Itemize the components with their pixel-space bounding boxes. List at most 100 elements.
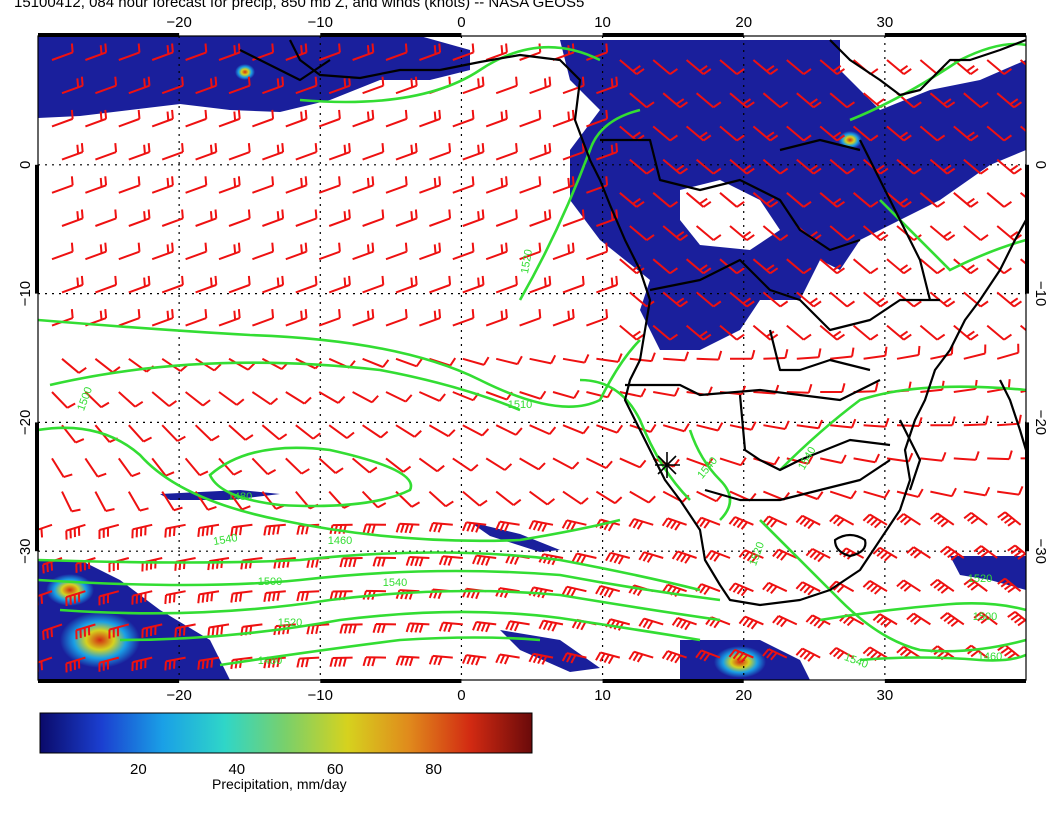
wind-barb	[529, 209, 552, 227]
wind-barb	[519, 109, 542, 128]
wind-barb	[285, 309, 308, 327]
wind-barb	[65, 523, 86, 540]
wind-barb	[685, 258, 712, 275]
frame-axis-bars	[35, 33, 1029, 683]
wind-barb	[619, 324, 645, 341]
wind-barb	[852, 192, 879, 208]
wind-barb	[1020, 389, 1026, 393]
wind-barb	[973, 545, 998, 559]
wind-barb	[485, 176, 508, 194]
wind-barb	[671, 550, 697, 564]
wind-barb	[919, 125, 946, 142]
wind-barb	[629, 352, 656, 363]
wind-barb	[763, 420, 790, 431]
wind-barb	[95, 209, 118, 227]
wind-barb	[452, 176, 475, 194]
wind-barb	[352, 43, 375, 61]
contour-line	[38, 426, 621, 543]
wind-barb	[61, 358, 87, 374]
border	[779, 138, 861, 152]
wind-barb	[596, 76, 619, 95]
wind-barb	[719, 59, 745, 75]
wind-barb	[963, 344, 987, 360]
wind-barb	[728, 516, 754, 530]
wind-barb	[852, 258, 879, 275]
wind-barb	[195, 275, 218, 294]
contour-label: 1480	[228, 491, 252, 503]
wind-barb	[896, 488, 924, 498]
wind-barb	[395, 424, 422, 438]
wind-barb	[752, 192, 779, 208]
wind-barb	[638, 551, 664, 563]
map-title: 15100412, 084 hour forecast for precip, …	[14, 0, 585, 11]
wind-barb	[395, 76, 418, 95]
wind-barb	[472, 554, 497, 566]
wind-barb	[528, 652, 554, 665]
wind-barb	[385, 43, 408, 61]
precip-central-africa	[560, 40, 1026, 350]
border	[625, 379, 881, 402]
frame-bar	[1025, 422, 1029, 552]
wind-barb	[318, 43, 341, 61]
wind-barb	[863, 489, 891, 499]
coastline	[289, 39, 1026, 607]
wind-barb	[151, 242, 174, 261]
wind-barb	[295, 209, 318, 227]
wind-barb	[184, 391, 211, 407]
wind-barb	[786, 383, 813, 394]
wind-barb	[752, 59, 779, 75]
wind-barb	[485, 43, 508, 61]
wind-barb	[462, 654, 487, 666]
wind-barb	[663, 351, 690, 362]
wind-barb	[896, 345, 921, 360]
wind-barb	[830, 347, 855, 360]
wind-barb	[730, 349, 756, 360]
wind-barbs	[38, 43, 1055, 673]
wind-barb	[963, 486, 991, 497]
wind-barb	[1031, 343, 1052, 359]
frame-bar	[884, 679, 1026, 683]
wind-barb	[738, 615, 764, 630]
wind-barb	[561, 585, 587, 598]
wind-barb	[218, 242, 241, 261]
wind-barb	[762, 581, 788, 595]
station-marker	[655, 452, 680, 478]
wind-barb	[652, 125, 678, 142]
wind-barb	[695, 291, 722, 308]
wind-barb	[819, 125, 845, 142]
wind-barb	[519, 309, 542, 327]
wind-barb	[963, 511, 988, 526]
contour-label: 1540	[212, 532, 238, 548]
wind-barb	[328, 143, 351, 161]
wind-barb	[852, 125, 879, 142]
wind-barb	[638, 617, 664, 630]
colorbar: 20 40 60 80	[39, 712, 533, 778]
wind-barb	[929, 225, 956, 241]
wind-barb	[1031, 226, 1055, 240]
contour-line	[688, 429, 732, 521]
wind-barb	[919, 324, 946, 341]
wind-barb	[796, 291, 822, 308]
contour-line	[879, 199, 1026, 272]
wind-barb	[128, 209, 151, 227]
wind-barb	[185, 242, 208, 261]
border	[239, 49, 331, 82]
wind-barb	[352, 109, 375, 128]
wind-barb	[61, 491, 81, 513]
wind-barb	[185, 109, 208, 128]
wind-barb	[84, 457, 107, 478]
wind-barb	[164, 590, 186, 605]
frame-bar	[602, 33, 744, 37]
frame-bar	[38, 33, 180, 37]
wind-barb	[164, 656, 186, 671]
wind-barb	[752, 324, 779, 341]
wind-barb	[863, 346, 888, 360]
colorbar-tick: 60	[327, 761, 344, 778]
wind-barb	[595, 490, 623, 505]
wind-barb	[595, 651, 621, 665]
wind-barb	[117, 457, 141, 478]
wind-barb	[695, 92, 722, 109]
wind-barb	[628, 650, 654, 663]
wind-barb	[729, 421, 757, 431]
wind-barb	[571, 552, 597, 564]
